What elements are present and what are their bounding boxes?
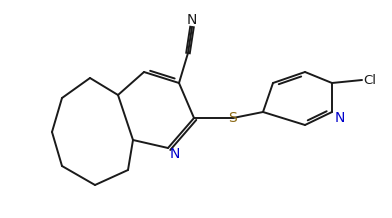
Text: Cl: Cl	[363, 73, 376, 87]
Text: N: N	[335, 111, 345, 125]
Text: S: S	[229, 111, 238, 125]
Text: N: N	[187, 13, 197, 27]
Text: N: N	[170, 147, 180, 161]
